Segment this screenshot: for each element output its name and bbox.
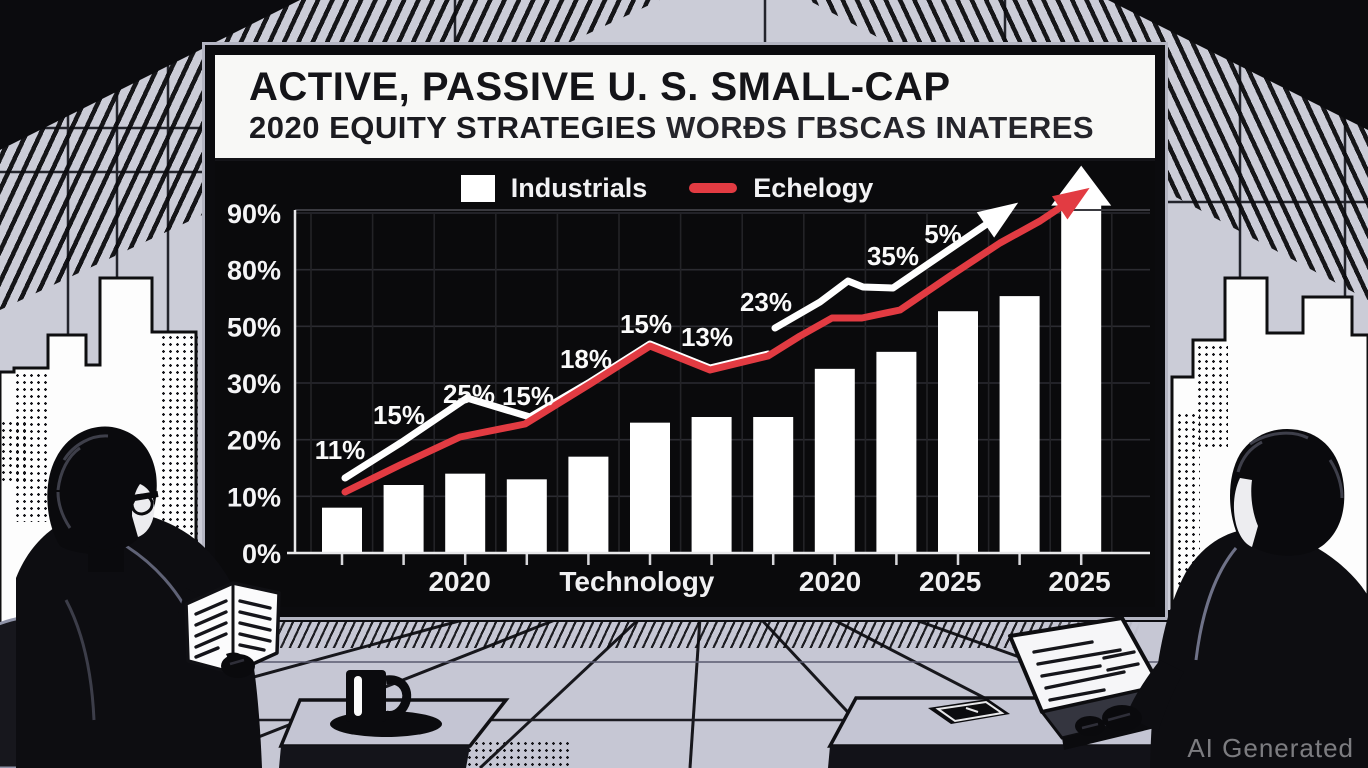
data-label: 13% [681,322,733,352]
chart-title-line2-right: WORÐS ΓBSCAS INATERES [665,109,1095,145]
face [1233,478,1258,547]
y-axis-label: 20% [227,426,281,456]
hand [1102,705,1142,731]
chart-title-line1: ACTIVE, PASSIVE U. S. SMALL-CAP [249,65,951,109]
data-label: 35% [867,241,919,271]
y-axis-label: 80% [227,256,281,286]
lapel-line [1194,547,1238,661]
x-axis-label: 2020 [428,566,490,597]
trend-line-white [771,211,1004,332]
left-person-illustration [0,426,281,768]
arrowhead [976,202,1019,238]
legend-dash-echelogy [689,183,738,193]
x-axis-label: 2025 [919,566,981,597]
bar [322,507,362,553]
halftone-dots [1196,344,1228,449]
legend-swatch-industrials [460,174,495,202]
hair-highlights [56,434,109,529]
halftone-dots [0,420,26,482]
data-label: 15% [620,309,672,339]
notebook [928,699,1010,724]
chart-legend: Industrials Echelogy [197,167,1137,209]
bar-line-chart: 90% 80% 50% 30% 20% 10% 0% 2020 Technology 2020 20… [227,165,1150,597]
hair-highlights [1236,431,1344,499]
data-label: 18% [560,344,612,374]
y-axis-label: 50% [227,312,281,342]
x-axis-label: Technology [559,566,714,597]
head [1230,428,1345,556]
arrowhead [1051,187,1090,220]
y-axis-label: 90% [227,199,281,229]
bar-with-arrow-top [1051,165,1112,553]
data-label: 15% [373,400,425,430]
bar [506,479,547,553]
ai-generated-watermark: AI Generated [1187,733,1354,763]
bar [383,485,424,553]
finger-lines [1081,712,1131,730]
data-label: 25% [443,379,495,409]
y-axis-label: 10% [227,482,281,512]
bar [999,296,1040,553]
data-label: 5% [924,219,962,249]
glasses-lens [130,493,154,516]
data-label: 15% [502,381,554,411]
data-label: 23% [740,287,792,317]
bar [814,368,855,553]
bar [938,311,978,553]
chart-title-line2-left: 2020 EQUITY STRATEGIES [249,109,657,145]
presentation-screen: ACTIVE, PASSIVE U. S. SMALL-CAP 2020 EQU… [205,45,1165,617]
left-table-front [279,746,470,768]
suit-body [1150,528,1368,768]
bar [568,456,609,553]
finger-line [229,658,245,666]
screen-title-band: ACTIVE, PASSIVE U. S. SMALL-CAP 2020 EQU… [215,55,1155,161]
suit-body [16,510,262,768]
data-label: 11% [315,435,366,465]
floor-shadow-hatch [230,622,1140,648]
halftone-dots [160,334,198,544]
coffee-mug [346,670,412,722]
head [47,426,157,555]
bar [445,473,486,553]
y-axis-label: 0% [242,539,281,569]
bar [630,422,670,553]
x-axis-label: 2020 [799,566,861,597]
y-axis-label: 30% [227,369,281,399]
right-person-illustration [1008,428,1368,768]
legend-label-industrials: Industrials [510,172,648,203]
legend-label-echelogy: Echelogy [753,172,874,203]
neck [88,542,124,572]
x-axis-label: 2025 [1048,566,1110,597]
sleeve-line [64,599,96,721]
bar [691,417,732,553]
chart-title-line2: 2020 EQUITY STRATEGIES WORÐS ΓBSCAS INAT… [249,110,1155,146]
trend-line-red [341,195,1077,496]
bar [753,417,794,553]
bar [876,351,917,553]
